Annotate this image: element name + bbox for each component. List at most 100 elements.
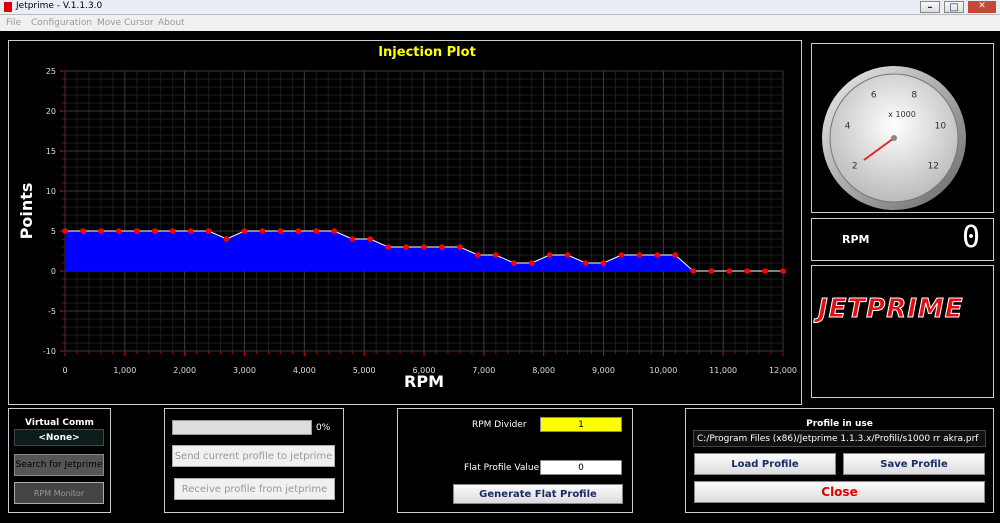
y-tick-label: -10 <box>43 347 56 356</box>
data-point <box>637 252 643 258</box>
data-point <box>475 252 481 258</box>
data-point <box>511 260 517 266</box>
gauge-scale-label: 12 <box>928 162 939 172</box>
data-point <box>673 252 679 258</box>
x-tick-label: 8,000 <box>532 366 555 375</box>
data-point <box>457 244 463 250</box>
close-window-button[interactable]: ✕ <box>968 1 996 13</box>
menu-item[interactable]: About <box>158 18 185 28</box>
data-point <box>547 252 553 258</box>
data-point <box>314 228 320 234</box>
data-point <box>242 228 248 234</box>
y-tick-label: 15 <box>46 147 56 156</box>
x-tick-label: 12,000 <box>769 366 797 375</box>
menu-item[interactable]: File <box>6 18 21 28</box>
menu-item[interactable]: Configuration <box>31 18 92 28</box>
data-point <box>565 252 571 258</box>
data-point <box>726 268 732 274</box>
data-point <box>744 268 750 274</box>
data-point <box>260 228 266 234</box>
profile-title: Profile in use <box>686 419 993 429</box>
data-point <box>601 260 607 266</box>
x-tick-label: 7,000 <box>472 366 495 375</box>
generate-button[interactable]: Generate Flat Profile <box>453 484 623 504</box>
chart-title: Injection Plot <box>378 45 476 60</box>
menu-item[interactable]: Move Cursor <box>97 18 154 28</box>
x-tick-label: 11,000 <box>709 366 737 375</box>
x-tick-label: 1,000 <box>113 366 136 375</box>
menu-bar: File Configuration Move Cursor About <box>0 15 1000 31</box>
data-point <box>224 236 230 242</box>
receive-button[interactable]: Receive profile from jetprime <box>174 478 335 500</box>
y-axis-label: Points <box>17 183 36 240</box>
data-point <box>529 260 535 266</box>
x-tick-label: 5,000 <box>353 366 376 375</box>
y-tick-label: -5 <box>48 307 56 316</box>
profile-path: C:/Program Files (x86)/Jetprime 1.1.3.x/… <box>693 430 986 447</box>
y-tick-label: 25 <box>46 67 56 76</box>
data-point <box>655 252 661 258</box>
data-point <box>403 244 409 250</box>
progress-bar <box>172 420 312 435</box>
data-point <box>278 228 284 234</box>
rpm-label: RPM <box>842 233 869 246</box>
divider-label: RPM Divider <box>472 420 527 430</box>
flat-value-input[interactable]: 0 <box>540 460 622 475</box>
port-select[interactable]: <None> <box>14 429 104 446</box>
data-point <box>116 228 122 234</box>
y-tick-label: 0 <box>51 267 56 276</box>
logo-panel: JETPRIME <box>811 265 994 398</box>
gauge-scale-label: 2 <box>852 162 858 172</box>
data-point <box>367 236 373 242</box>
profile-panel: Profile in use C:/Program Files (x86)/Je… <box>685 408 994 513</box>
data-point <box>439 244 445 250</box>
minimize-button[interactable]: – <box>920 1 940 13</box>
rpm-panel: RPM 0 <box>811 218 994 261</box>
x-tick-label: 0 <box>62 366 67 375</box>
data-point <box>206 228 212 234</box>
window-title: Jetprime - V.1.1.3.0 <box>16 1 102 11</box>
send-button[interactable]: Send current profile to jetprime <box>172 445 335 467</box>
data-point <box>349 236 355 242</box>
data-point <box>98 228 104 234</box>
data-point <box>421 244 427 250</box>
y-tick-label: 10 <box>46 187 56 196</box>
maximize-button[interactable]: □ <box>944 1 964 13</box>
divider-input[interactable]: 1 <box>540 417 622 432</box>
data-point <box>708 268 714 274</box>
data-point <box>170 228 176 234</box>
data-point <box>331 228 337 234</box>
gauge-scale-label: 10 <box>935 122 947 132</box>
save-button[interactable]: Save Profile <box>843 453 985 475</box>
brand-logo: JETPRIME <box>818 294 964 324</box>
data-point <box>134 228 140 234</box>
data-point <box>493 252 499 258</box>
gauge-hub <box>891 135 897 141</box>
close-button[interactable]: Close <box>694 481 985 503</box>
rpm-gauge: x 1000 24681012 <box>812 44 993 212</box>
title-bar: Jetprime - V.1.1.3.0 – □ ✕ <box>0 0 1000 15</box>
y-tick-label: 5 <box>51 227 56 236</box>
flat-value-label: Flat Profile Value <box>464 463 539 473</box>
rpm-display: 0 <box>962 221 980 255</box>
y-tick-label: 20 <box>46 107 56 116</box>
search-button[interactable]: Search for Jetprime <box>14 454 104 476</box>
app-icon <box>4 2 12 12</box>
load-button[interactable]: Load Profile <box>694 453 836 475</box>
flat-profile-panel: RPM Divider 1 Flat Profile Value 0 Gener… <box>397 408 633 513</box>
x-tick-label: 2,000 <box>173 366 196 375</box>
data-point <box>385 244 391 250</box>
data-point <box>690 268 696 274</box>
progress-text: 0% <box>316 423 330 433</box>
x-tick-label: 4,000 <box>293 366 316 375</box>
data-point <box>780 268 786 274</box>
gauge-scale-label: 4 <box>845 122 851 132</box>
x-tick-label: 6,000 <box>413 366 436 375</box>
monitor-button[interactable]: RPM Monitor <box>14 482 104 504</box>
gauge-scale-label: 8 <box>911 90 917 100</box>
x-tick-label: 9,000 <box>592 366 615 375</box>
data-point <box>188 228 194 234</box>
gauge-panel: x 1000 24681012 <box>811 43 994 213</box>
gauge-multiplier: x 1000 <box>888 110 916 119</box>
